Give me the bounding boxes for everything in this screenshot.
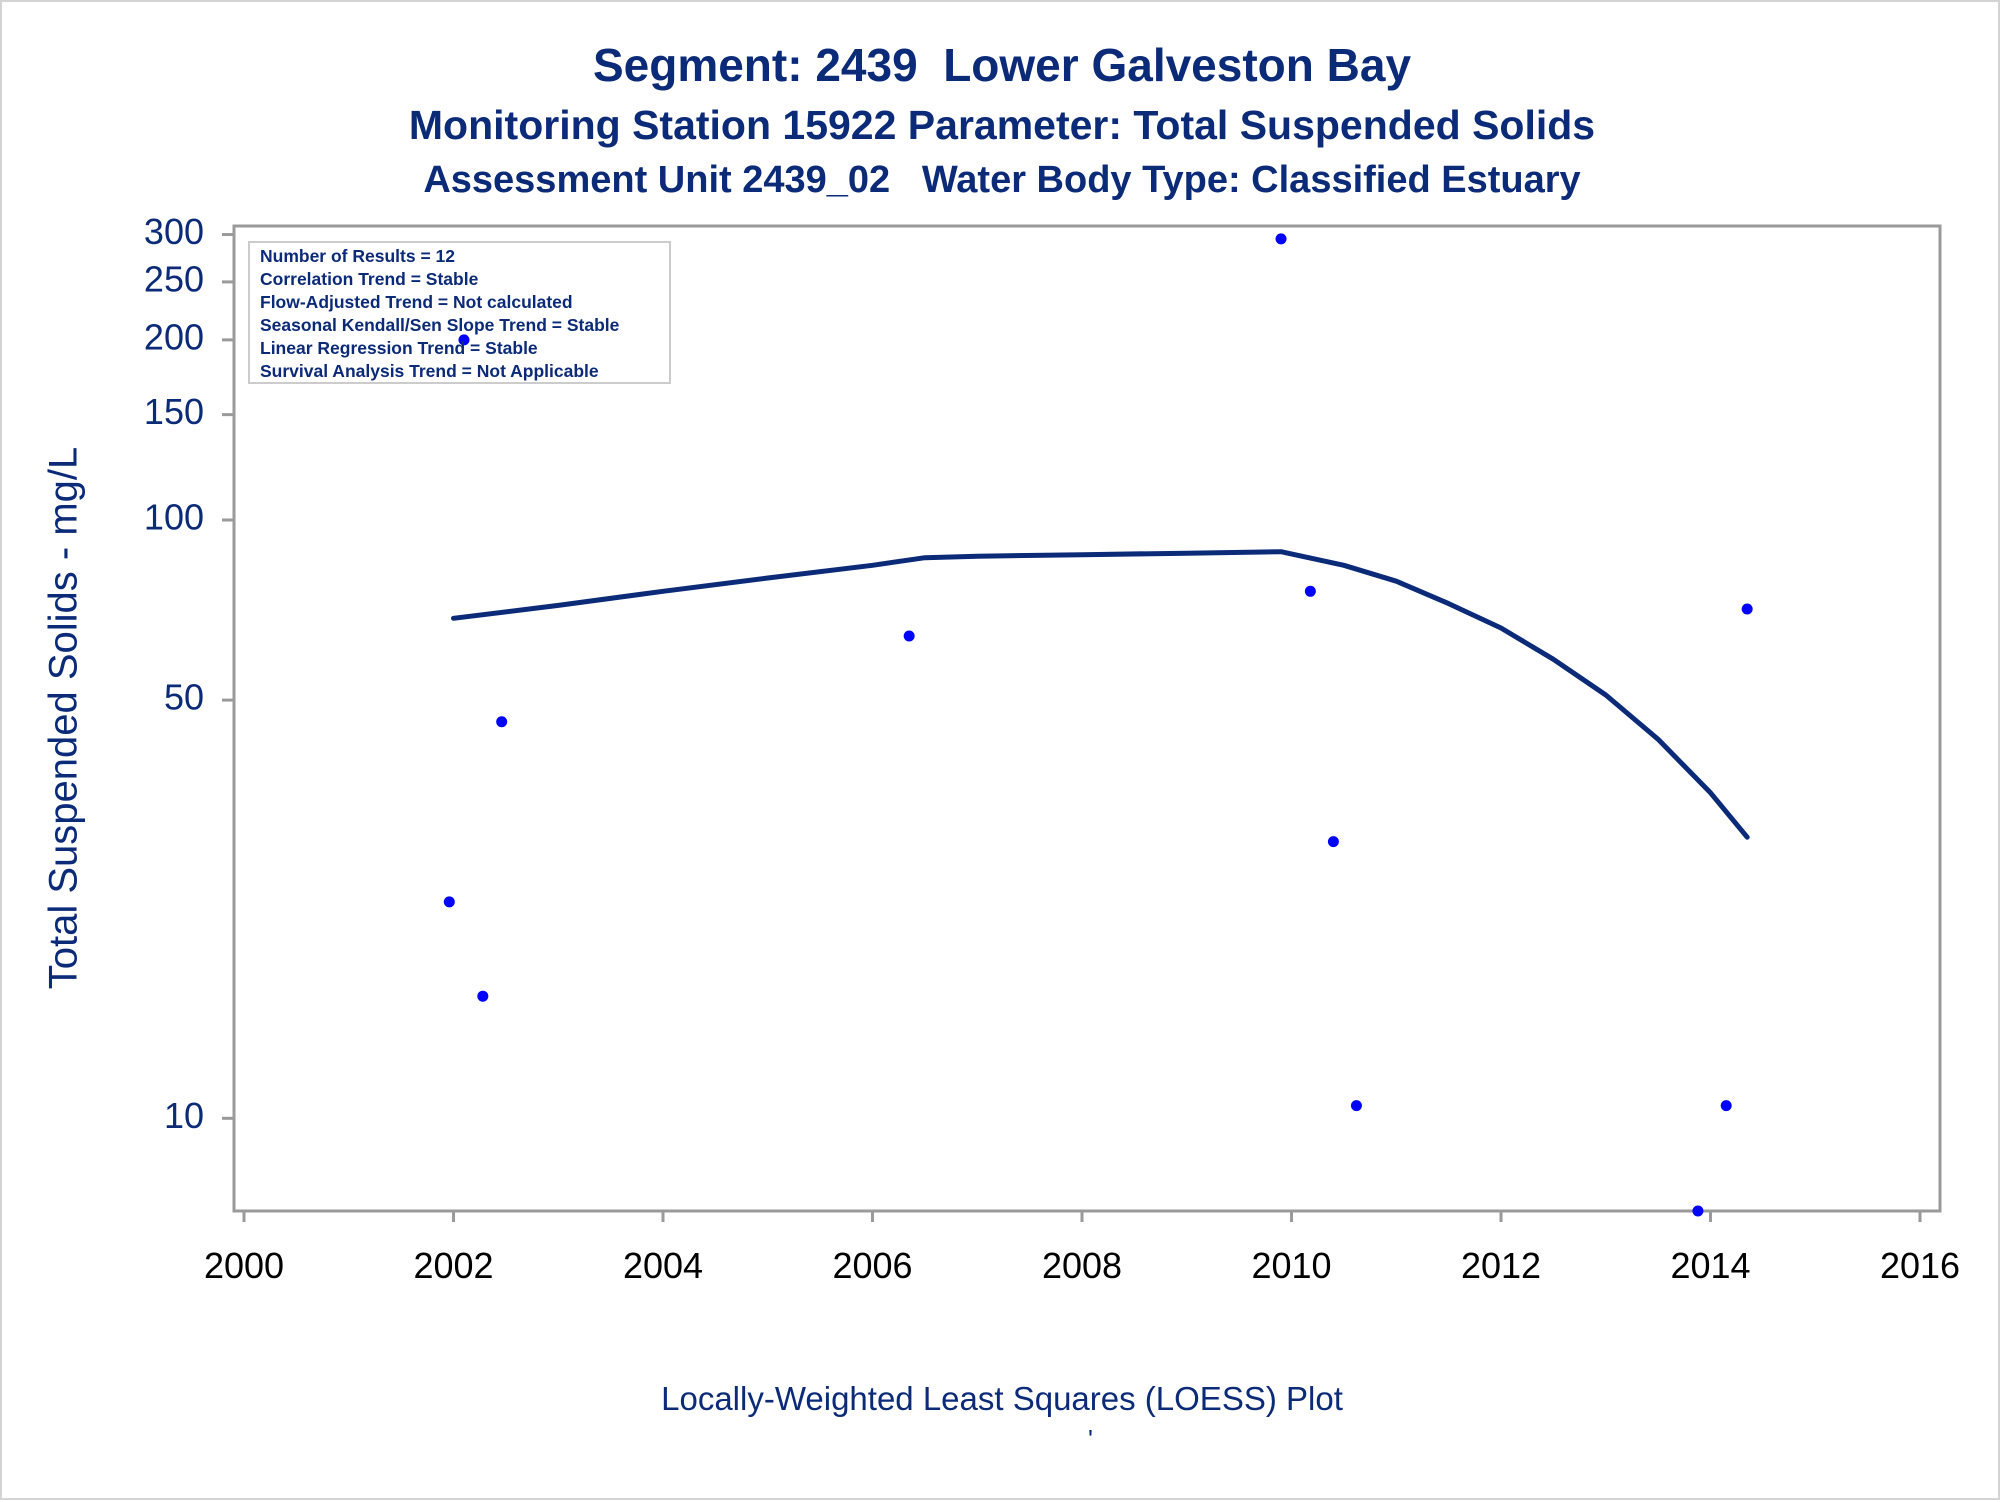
x-tick-label: 2010 [1251,1245,1331,1286]
stats-box-lines: Number of Results = 12 Correlation Trend … [260,246,620,381]
stats-box-line: Correlation Trend = Stable [260,269,479,289]
x-axis: 2000 2002 2004 2006 2008 2010 2012 2014 2016 [204,1211,1960,1286]
x-tick-label: 2002 [413,1245,493,1286]
stats-box-line: Linear Regression Trend = Stable [260,338,538,358]
data-point [1275,233,1287,245]
stats-box-line: Survival Analysis Trend = Not Applicable [260,361,599,381]
plot-footnote: Locally-Weighted Least Squares (LOESS) P… [661,1380,1343,1417]
stats-box-line: Seasonal Kendall/Sen Slope Trend = Stabl… [260,315,620,335]
x-tick-label: 2004 [623,1245,703,1286]
data-point [477,990,489,1002]
data-point [1720,1100,1732,1112]
y-tick-label: 300 [144,211,204,252]
stats-box-border [248,241,671,384]
y-tick-label: 10 [164,1095,204,1136]
y-tick-label: 250 [144,258,204,299]
x-tick-label: 2014 [1670,1245,1750,1286]
data-point [458,334,470,346]
data-points-series [443,233,1753,1217]
footnote-mark: ' [1088,1424,1093,1454]
stats-box: Number of Results = 12 Correlation Trend … [248,241,671,384]
data-point [1692,1205,1704,1217]
loess-curve-series [451,549,1750,840]
chart-subtitle-assessment: Assessment Unit 2439_02 Water Body Type:… [423,159,1581,201]
y-axis: 10 50 100 150 200 250 300 [144,211,234,1136]
loess-curve [451,549,1750,840]
data-point [1327,836,1339,848]
stats-box-line: Flow-Adjusted Trend = Not calculated [260,292,573,312]
stats-box-line: Number of Results = 12 [260,246,455,266]
data-point [496,716,508,728]
data-point [1304,585,1316,597]
plot-area-border [232,224,1942,1213]
x-tick-label: 2000 [204,1245,284,1286]
chart-subtitle: Monitoring Station 15922 Parameter: Tota… [408,102,1596,148]
y-tick-label: 200 [144,316,204,357]
data-point [1741,603,1753,615]
x-tick-label: 2012 [1461,1245,1541,1286]
data-point [1350,1100,1362,1112]
y-tick-label: 100 [144,497,204,538]
y-tick-label: 150 [144,391,204,432]
x-tick-label: 2006 [832,1245,912,1286]
chart-title: Segment: 2439 Lower Galveston Bay [592,39,1412,91]
data-point [443,896,455,908]
y-axis-label: Total Suspended Solids - mg/L [42,447,86,990]
x-tick-label: 2016 [1880,1245,1960,1286]
data-point [903,630,915,642]
y-tick-label: 50 [164,677,204,718]
x-tick-label: 2008 [1042,1245,1122,1286]
